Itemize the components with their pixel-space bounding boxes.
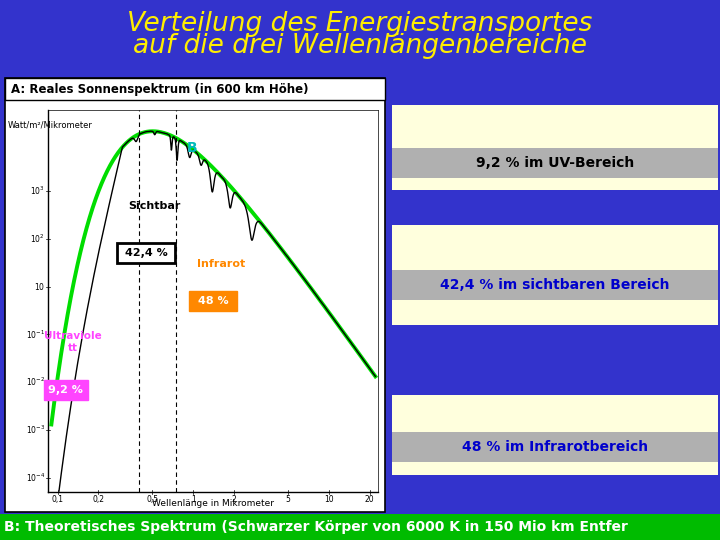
Text: B: Theoretisches Spektrum (Schwarzer Körper von 6000 K in 150 Mio km Entfer: B: Theoretisches Spektrum (Schwarzer Kör… [4, 520, 628, 534]
Text: $10^2$: $10^2$ [30, 233, 45, 245]
Text: 0,1: 0,1 [52, 495, 63, 504]
Text: 1: 1 [191, 495, 196, 504]
Bar [392, 270, 718, 300]
Text: $10^{-2}$: $10^{-2}$ [26, 376, 45, 388]
Text: $10^{-1}$: $10^{-1}$ [26, 328, 45, 341]
Text: Wellenlänge in Mikrometer: Wellenlänge in Mikrometer [152, 500, 274, 509]
Text: 42,4 %: 42,4 % [125, 248, 168, 258]
Text: Verteilung des Energiestransportes: Verteilung des Energiestransportes [127, 11, 593, 37]
Bar [117, 244, 175, 264]
Text: $10^3$: $10^3$ [30, 185, 45, 198]
Text: $10^{-4}$: $10^{-4}$ [26, 471, 45, 484]
Bar [0, 514, 720, 540]
Bar [189, 291, 237, 311]
Bar [392, 105, 718, 190]
Text: A: Reales Sonnenspektrum (in 600 km Höhe): A: Reales Sonnenspektrum (in 600 km Höhe… [11, 83, 308, 96]
Text: Infrarot: Infrarot [197, 259, 245, 269]
Text: $10$: $10$ [34, 281, 45, 292]
Text: 2: 2 [232, 495, 236, 504]
Text: B: B [187, 141, 198, 155]
Text: 9,2 % im UV-Bereich: 9,2 % im UV-Bereich [476, 156, 634, 170]
Text: 48 %: 48 % [198, 296, 228, 306]
Text: auf die drei Wellenlängenbereiche: auf die drei Wellenlängenbereiche [133, 33, 587, 59]
Text: 10: 10 [324, 495, 334, 504]
Bar [5, 78, 385, 512]
Text: 42,4 % im sichtbaren Bereich: 42,4 % im sichtbaren Bereich [440, 278, 670, 292]
Bar [392, 432, 718, 462]
Text: 48 % im Infrarotbereich: 48 % im Infrarotbereich [462, 440, 648, 454]
Text: 0,5: 0,5 [146, 495, 158, 504]
Text: 9,2 %: 9,2 % [48, 384, 84, 395]
Bar [44, 380, 88, 400]
Text: Ultraviole
tt: Ultraviole tt [44, 331, 102, 353]
Text: 5: 5 [286, 495, 290, 504]
Text: Sichtbar: Sichtbar [129, 200, 181, 211]
Bar [392, 395, 718, 475]
Bar [5, 78, 385, 100]
Text: 0,2: 0,2 [92, 495, 104, 504]
Bar [392, 225, 718, 325]
Text: $10^{-3}$: $10^{-3}$ [26, 424, 45, 436]
Bar [392, 148, 718, 178]
Text: Watt/m²/Mikrometer: Watt/m²/Mikrometer [8, 120, 93, 129]
Text: 20: 20 [365, 495, 374, 504]
